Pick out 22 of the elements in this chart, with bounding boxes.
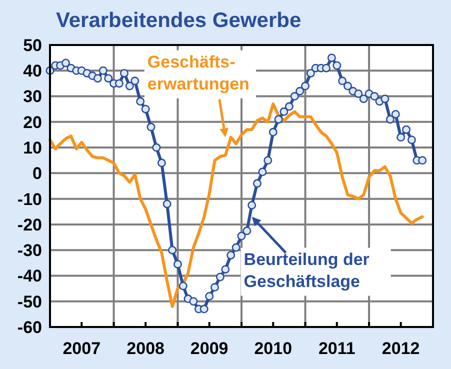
x-tick-label: 2008 (126, 339, 164, 358)
y-tick-label: 20 (23, 112, 42, 132)
y-tick-label: 40 (23, 62, 42, 81)
y-tick-label: -60 (17, 318, 42, 337)
x-tick-label: 2010 (254, 339, 292, 358)
x-tick-label: 2012 (382, 339, 420, 358)
y-tick-label: -40 (17, 266, 42, 286)
x-tick-label: 2009 (190, 339, 228, 358)
annotation: Beurteilung der Geschäftslage (244, 250, 370, 291)
x-tick-label: 2007 (62, 339, 101, 358)
annotation: Geschäfts- erwartungen (147, 52, 250, 94)
x-tick-label: 2011 (318, 339, 356, 358)
y-tick-label: -50 (17, 292, 42, 312)
y-tick-label: 30 (23, 87, 42, 106)
y-tick-label: 0 (32, 164, 42, 184)
y-tick-label: 50 (23, 36, 42, 55)
y-tick-label: -20 (17, 215, 42, 234)
chart-title: Verarbeitendes Gewerbe (56, 9, 302, 32)
y-tick-label: -30 (17, 241, 42, 260)
y-tick-label: 10 (23, 138, 42, 158)
y-tick-label: -10 (17, 190, 42, 209)
line-series (48, 102, 424, 308)
